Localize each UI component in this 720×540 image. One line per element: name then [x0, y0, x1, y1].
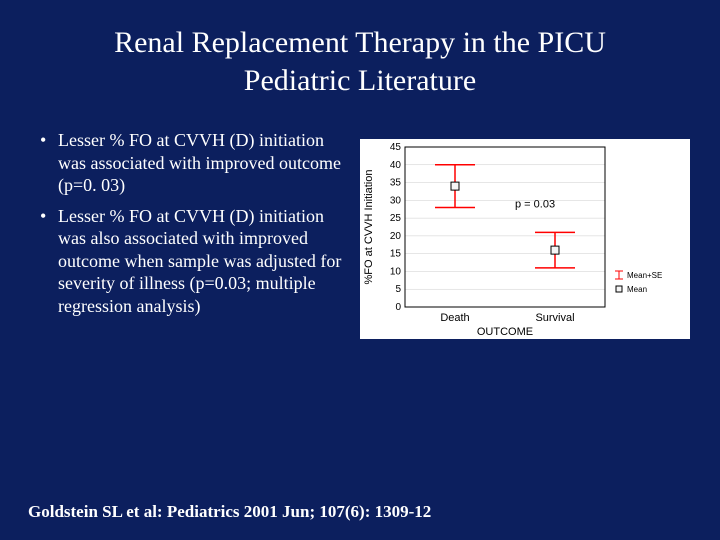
- svg-text:Mean+SE: Mean+SE: [627, 271, 662, 280]
- svg-text:Survival: Survival: [535, 312, 574, 324]
- svg-text:p = 0.03: p = 0.03: [515, 198, 555, 210]
- chart-container: 0 5 10 15 20 25 30 35 40 45 Death Survival p = 0.03%…: [350, 129, 700, 339]
- svg-text:45: 45: [390, 142, 402, 153]
- bullet-list: Lesser % FO at CVVH (D) initiation was a…: [40, 129, 350, 339]
- svg-text:5: 5: [395, 284, 401, 295]
- title-line2: Pediatric Literature: [244, 64, 476, 97]
- svg-text:%FO at CVVH Initiation: %FO at CVVH Initiation: [363, 170, 375, 285]
- title-line1: Renal Replacement Therapy in the PICU: [114, 26, 606, 59]
- svg-text:Mean: Mean: [627, 285, 647, 294]
- bullet-item: Lesser % FO at CVVH (D) initiation was a…: [40, 129, 350, 197]
- svg-text:35: 35: [390, 178, 402, 189]
- svg-text:40: 40: [390, 160, 402, 171]
- svg-text:15: 15: [390, 249, 402, 260]
- svg-text:25: 25: [390, 213, 402, 224]
- svg-text:20: 20: [390, 231, 402, 242]
- bullet-item: Lesser % FO at CVVH (D) initiation was a…: [40, 205, 350, 318]
- svg-text:Death: Death: [440, 312, 469, 324]
- citation-text: Goldstein SL et al: Pediatrics 2001 Jun;…: [28, 502, 431, 522]
- svg-text:30: 30: [390, 195, 402, 206]
- svg-text:0: 0: [395, 302, 401, 313]
- svg-text:OUTCOME: OUTCOME: [477, 326, 533, 338]
- slide-title: Renal Replacement Therapy in the PICU Pe…: [0, 0, 720, 109]
- errorbar-chart: 0 5 10 15 20 25 30 35 40 45 Death Survival p = 0.03%…: [360, 139, 690, 339]
- svg-text:10: 10: [390, 266, 402, 277]
- content-row: Lesser % FO at CVVH (D) initiation was a…: [0, 109, 720, 339]
